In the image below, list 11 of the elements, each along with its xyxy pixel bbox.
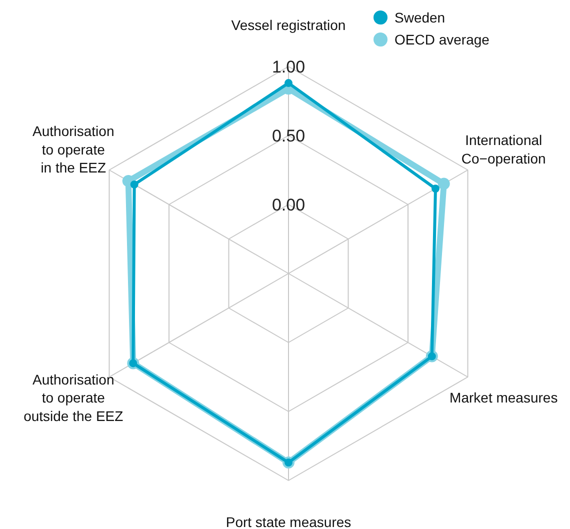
- legend-label: OECD average: [394, 32, 490, 48]
- y-tick-label: 0.50: [272, 126, 306, 146]
- y-tick-label: 1.00: [272, 58, 306, 76]
- spoke-label: Port state measures: [226, 514, 352, 529]
- y-tick-label: 0.00: [272, 196, 306, 214]
- spoke-label: Authorisation to operate outside the EEZ: [24, 371, 124, 424]
- spoke-label: Market measures: [450, 390, 558, 406]
- spoke-label: Vessel registration: [231, 17, 346, 34]
- legend-label: Sweden: [394, 10, 446, 26]
- spoke-label: Authorisation to operate in the EEZ: [32, 122, 114, 176]
- spoke-label: International Co−operation: [461, 132, 546, 166]
